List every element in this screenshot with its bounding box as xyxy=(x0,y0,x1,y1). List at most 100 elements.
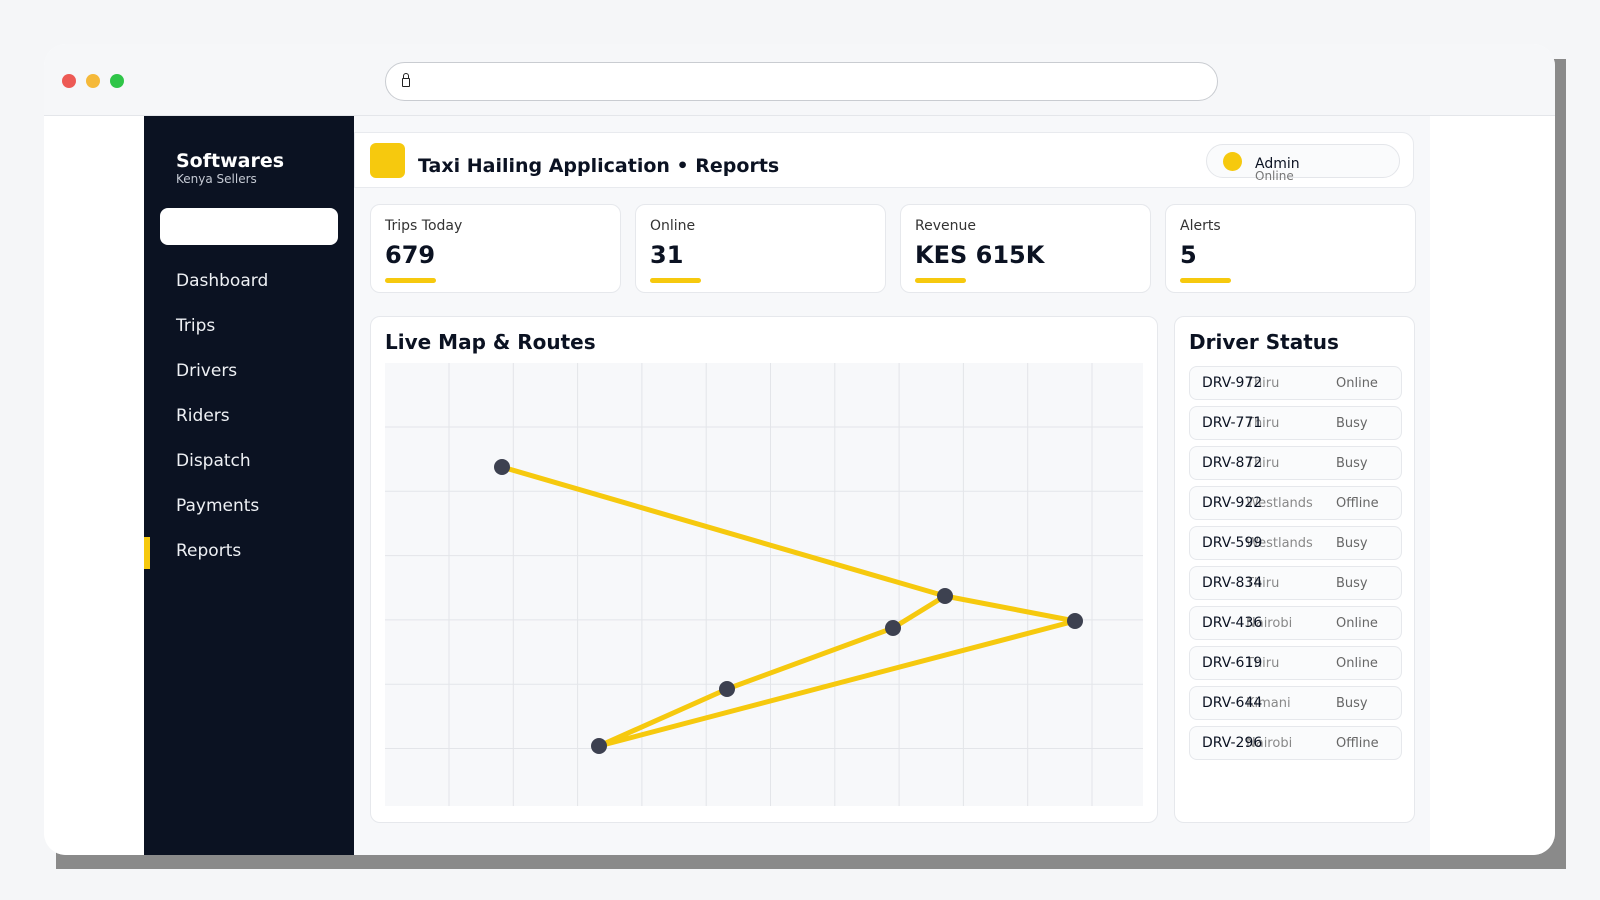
browser-window: Softwares Kenya Sellers Dashboard Trips … xyxy=(44,44,1555,855)
driver-status-text: Offline xyxy=(1336,736,1379,751)
driver-location: Nairobi xyxy=(1246,736,1293,751)
driver-id: DRV-436 xyxy=(1202,615,1263,631)
driver-row[interactable]: Westlands DRV-922 Offline xyxy=(1189,486,1402,520)
map-marker[interactable] xyxy=(937,588,953,604)
stat-card-online: Online 31 xyxy=(635,204,886,293)
map-title: Live Map & Routes xyxy=(385,330,596,354)
map-marker[interactable] xyxy=(719,681,735,697)
admin-status: Online xyxy=(1255,169,1294,183)
driver-id: DRV-771 xyxy=(1202,415,1263,431)
admin-profile-chip[interactable]: Admin Online xyxy=(1206,144,1400,183)
map-marker[interactable] xyxy=(885,620,901,636)
route-line xyxy=(499,464,1078,749)
driver-status-text: Offline xyxy=(1336,496,1379,511)
sidebar-item-label: Reports xyxy=(176,541,242,561)
sidebar-item-drivers[interactable]: Drivers xyxy=(144,357,354,387)
sidebar-item-reports[interactable]: Reports xyxy=(144,537,354,569)
stat-accent-bar xyxy=(385,278,436,283)
driver-id: DRV-872 xyxy=(1202,455,1263,471)
driver-row[interactable]: Kimani DRV-644 Busy xyxy=(1189,686,1402,720)
stat-card-alerts: Alerts 5 xyxy=(1165,204,1416,293)
driver-row[interactable]: Thiru DRV-872 Busy xyxy=(1189,446,1402,480)
sidebar: Softwares Kenya Sellers Dashboard Trips … xyxy=(144,116,354,855)
sidebar-item-dispatch[interactable]: Dispatch xyxy=(144,447,354,477)
map-marker[interactable] xyxy=(591,738,607,754)
driver-row[interactable]: Thiru DRV-619 Online xyxy=(1189,646,1402,680)
brand-name: Softwares xyxy=(176,150,285,172)
driver-status-text: Busy xyxy=(1336,416,1368,431)
driver-location: Thiru xyxy=(1246,416,1280,431)
driver-row[interactable]: Thiru DRV-771 Busy xyxy=(1189,406,1402,440)
sidebar-item-label: Trips xyxy=(176,316,216,336)
sidebar-item-label: Drivers xyxy=(176,361,238,381)
driver-status-title: Driver Status xyxy=(1189,330,1339,354)
driver-row[interactable]: Thiru DRV-972 Online xyxy=(1189,366,1402,400)
map-marker[interactable] xyxy=(494,459,510,475)
stat-label: Alerts xyxy=(1180,218,1221,234)
driver-id: DRV-972 xyxy=(1202,375,1263,391)
address-bar[interactable] xyxy=(385,62,1218,101)
stat-card-revenue: Revenue KES 615K xyxy=(900,204,1151,293)
driver-location: Thiru xyxy=(1246,656,1280,671)
driver-id: DRV-619 xyxy=(1202,655,1263,671)
lock-icon xyxy=(402,73,410,87)
admin-name: Admin xyxy=(1255,156,1300,172)
driver-status-text: Online xyxy=(1336,376,1378,391)
page-content: Softwares Kenya Sellers Dashboard Trips … xyxy=(44,116,1555,855)
driver-status-text: Busy xyxy=(1336,696,1368,711)
driver-id: DRV-599 xyxy=(1202,535,1263,551)
sidebar-item-label: Dashboard xyxy=(176,271,269,291)
driver-location: Thiru xyxy=(1246,376,1280,391)
driver-status-text: Online xyxy=(1336,656,1378,671)
stat-accent-bar xyxy=(650,278,701,283)
driver-row[interactable]: Nairobi DRV-296 Offline xyxy=(1189,726,1402,760)
live-map[interactable] xyxy=(385,363,1143,806)
sidebar-item-label: Dispatch xyxy=(176,451,251,471)
driver-status-panel: Driver Status Thiru DRV-972 Online Thiru DRV… xyxy=(1174,316,1415,823)
driver-location: Thiru xyxy=(1246,456,1280,471)
app-logo xyxy=(370,143,405,178)
map-marker[interactable] xyxy=(1067,613,1083,629)
sidebar-item-riders[interactable]: Riders xyxy=(144,402,354,432)
driver-location: Thiru xyxy=(1246,576,1280,591)
brand-subtitle: Kenya Sellers xyxy=(176,172,257,186)
driver-location: Westlands xyxy=(1246,496,1313,511)
driver-status-text: Online xyxy=(1336,616,1378,631)
driver-location: Kimani xyxy=(1246,696,1291,711)
map-grid xyxy=(385,363,1143,806)
stat-accent-bar xyxy=(1180,278,1231,283)
stat-accent-bar xyxy=(915,278,966,283)
sidebar-item-label: Payments xyxy=(176,496,260,516)
stat-card-trips-today: Trips Today 679 xyxy=(370,204,621,293)
route-markers xyxy=(494,459,1083,754)
sidebar-item-dashboard[interactable]: Dashboard xyxy=(144,267,354,297)
sidebar-item-trips[interactable]: Trips xyxy=(144,312,354,342)
sidebar-item-label: Riders xyxy=(176,406,230,426)
live-map-panel: Live Map & Routes xyxy=(370,316,1158,823)
driver-row[interactable]: Thiru DRV-834 Busy xyxy=(1189,566,1402,600)
driver-location: Nairobi xyxy=(1246,616,1293,631)
maximize-window-button[interactable] xyxy=(110,74,124,88)
driver-status-text: Busy xyxy=(1336,536,1368,551)
stat-label: Revenue xyxy=(915,218,976,234)
active-indicator xyxy=(144,537,150,569)
stat-label: Online xyxy=(650,218,696,234)
sidebar-search-input[interactable] xyxy=(160,208,338,245)
stat-value: KES 615K xyxy=(915,241,1045,269)
driver-row[interactable]: Westlands DRV-599 Busy xyxy=(1189,526,1402,560)
main-area: Taxi Hailing Application • Reports Admin… xyxy=(354,116,1430,855)
stat-value: 5 xyxy=(1180,241,1197,269)
driver-id: DRV-922 xyxy=(1202,495,1263,511)
driver-status-text: Busy xyxy=(1336,576,1368,591)
page-header: Taxi Hailing Application • Reports Admin… xyxy=(354,132,1414,188)
map-background xyxy=(385,363,1143,806)
close-window-button[interactable] xyxy=(62,74,76,88)
driver-status-text: Busy xyxy=(1336,456,1368,471)
driver-row[interactable]: Nairobi DRV-436 Online xyxy=(1189,606,1402,640)
page-title: Taxi Hailing Application • Reports xyxy=(418,155,780,177)
minimize-window-button[interactable] xyxy=(86,74,100,88)
stat-value: 679 xyxy=(385,241,436,269)
sidebar-item-payments[interactable]: Payments xyxy=(144,492,354,522)
driver-id: DRV-296 xyxy=(1202,735,1263,751)
driver-id: DRV-834 xyxy=(1202,575,1263,591)
